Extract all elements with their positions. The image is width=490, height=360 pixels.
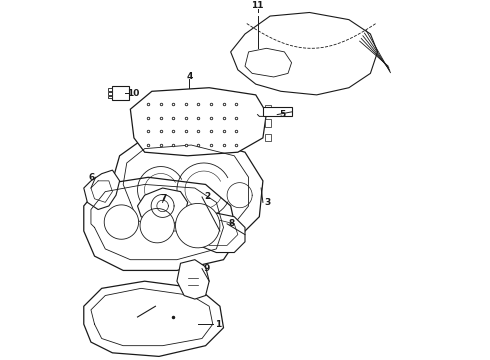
Polygon shape [84, 170, 120, 210]
Text: 11: 11 [251, 1, 264, 10]
Polygon shape [138, 188, 188, 224]
Bar [265, 119, 271, 127]
Polygon shape [84, 281, 223, 356]
Polygon shape [140, 208, 174, 243]
Bar [108, 89, 112, 91]
Text: 5: 5 [279, 110, 285, 119]
Polygon shape [195, 213, 245, 252]
Text: 7: 7 [161, 194, 167, 203]
Bar [263, 107, 292, 116]
Text: 10: 10 [127, 89, 139, 98]
Text: 8: 8 [229, 219, 235, 228]
Bar [112, 86, 129, 100]
Polygon shape [177, 260, 209, 299]
Text: 9: 9 [204, 264, 210, 273]
Text: 3: 3 [265, 198, 271, 207]
Bar [265, 134, 271, 141]
Text: 1: 1 [215, 320, 221, 329]
Polygon shape [130, 88, 267, 156]
Polygon shape [175, 203, 220, 248]
Polygon shape [104, 205, 139, 239]
Polygon shape [112, 138, 263, 249]
Bar [108, 96, 112, 98]
Polygon shape [231, 13, 378, 95]
Text: 6: 6 [88, 173, 95, 182]
Bar [265, 105, 271, 113]
Text: 2: 2 [204, 193, 210, 202]
Polygon shape [84, 177, 238, 270]
Polygon shape [245, 48, 292, 77]
Bar [108, 92, 112, 95]
Text: 4: 4 [186, 72, 193, 81]
